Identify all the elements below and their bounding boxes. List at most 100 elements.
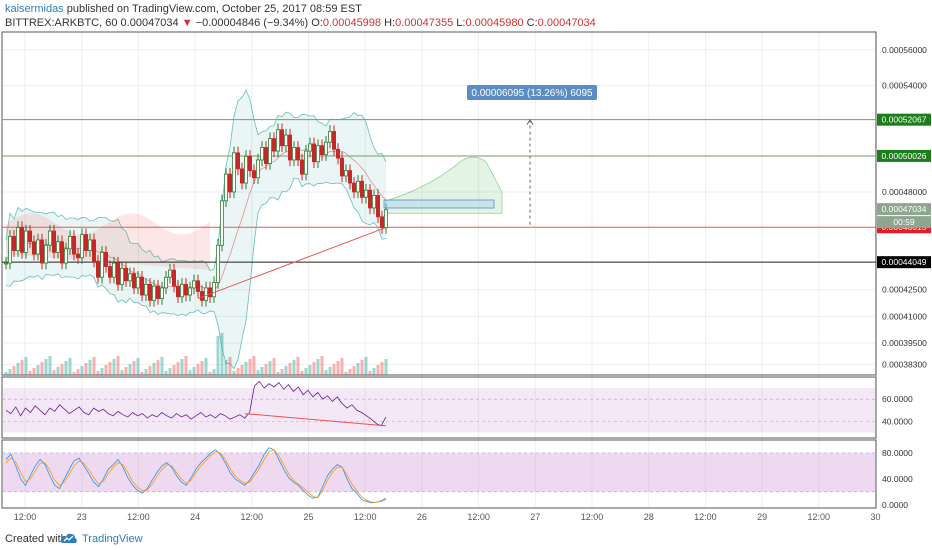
- stoch-tick-label: 80.0000: [882, 448, 913, 458]
- volume-bar: [244, 362, 248, 375]
- stoch-line: [5, 447, 387, 504]
- volume-bar: [4, 372, 8, 375]
- price-axis[interactable]: 0.00056000 0.00054000 0.00048000 0.00042500…: [877, 45, 931, 510]
- time-tick-label: 25: [303, 512, 313, 522]
- candle-body: [100, 251, 105, 278]
- candle-body: [363, 189, 368, 198]
- candle-body: [243, 156, 248, 184]
- candle-body: [76, 253, 81, 259]
- volume-bar: [364, 357, 368, 375]
- time-tick-label: 12:00: [14, 512, 37, 522]
- low-label: L:: [456, 17, 466, 29]
- volume-bar: [348, 369, 352, 375]
- volume-bar: [344, 372, 348, 375]
- candle-body: [195, 280, 200, 292]
- volume-bar: [176, 362, 180, 375]
- horizontal-levels: [2, 119, 876, 263]
- volume-bar: [16, 363, 20, 375]
- volume-bar: [84, 363, 88, 375]
- candle-body: [367, 189, 372, 209]
- candle-body: [143, 283, 148, 296]
- price-tick-label: 0.00054000: [882, 80, 927, 90]
- candle-body: [359, 180, 364, 198]
- time-tick-label: 12:00: [354, 512, 377, 522]
- volume-bar: [80, 366, 84, 375]
- candle-body: [311, 143, 316, 163]
- volume-bar: [132, 361, 136, 375]
- measure-label: 0.00006095 (13.26%) 6095: [471, 88, 593, 99]
- rsi-tick-label: 60.0000: [882, 394, 913, 404]
- price-chart[interactable]: 0.00056000 0.00054000 0.00048000 0.00042500…: [0, 0, 932, 528]
- candle-body: [291, 147, 296, 161]
- candle-body: [64, 248, 69, 264]
- volume-bar: [184, 356, 188, 375]
- candle-body: [155, 285, 160, 299]
- candle-body: [287, 134, 292, 161]
- volume-bar: [180, 359, 184, 375]
- volume-bar: [236, 368, 240, 375]
- tradingview-brand[interactable]: TradingView: [82, 533, 143, 545]
- candle-body: [327, 131, 332, 143]
- open-value: 0.00045998: [322, 17, 382, 29]
- close-label: C:: [526, 17, 538, 29]
- price-change: −0.00004846 (−9.34%): [195, 17, 309, 29]
- created-with-text: Created with: [5, 533, 67, 545]
- volume-bar: [372, 368, 376, 375]
- symbol-name[interactable]: BITTREX:ARKBTC, 60: [5, 17, 118, 29]
- candle-body: [191, 280, 196, 289]
- candle-body: [139, 276, 144, 296]
- high-value: 0.00047355: [395, 17, 454, 29]
- time-axis[interactable]: 12:00 23 12:00 24 12:00 25 12:00 26 12:00 27 12:00…: [14, 512, 881, 522]
- candle-body: [203, 287, 208, 301]
- candle-body: [112, 262, 117, 278]
- volume-bar: [316, 359, 320, 375]
- candle-body: [92, 239, 97, 262]
- volume-bar: [220, 333, 224, 375]
- volume-bar: [272, 358, 276, 375]
- measure-arrowhead: [526, 118, 534, 125]
- rsi-divergence-line: [244, 413, 387, 427]
- volume-bar: [276, 372, 280, 375]
- volume-bar: [200, 361, 204, 375]
- candle-body: [275, 129, 280, 152]
- candle-body: [239, 168, 244, 184]
- candle-body: [175, 285, 180, 298]
- author-link[interactable]: kaisermidas: [5, 3, 64, 15]
- measure-label-bg: [467, 85, 597, 100]
- candle-body: [36, 239, 41, 255]
- candle-body: [171, 269, 176, 287]
- candle-body: [247, 156, 252, 172]
- bollinger-lower: [5, 177, 387, 370]
- volume-bar: [256, 370, 260, 375]
- countdown-bg: [877, 216, 931, 229]
- price-label: 0.00047034: [882, 204, 927, 214]
- down-arrow-icon: ▼: [181, 17, 193, 29]
- candle-body: [163, 276, 168, 289]
- volume-bar: [48, 356, 52, 375]
- candle-body: [371, 195, 376, 209]
- time-tick-label: 23: [77, 512, 87, 522]
- candle-body: [56, 241, 61, 253]
- volume-bar: [24, 357, 28, 375]
- time-tick-label: 27: [530, 512, 540, 522]
- publisher-line: kaisermidas published on TradingView.com…: [5, 3, 362, 15]
- indicator-fills: [5, 89, 503, 370]
- candle-body: [351, 182, 356, 193]
- candle-body: [279, 129, 284, 147]
- candle-body: [199, 291, 204, 301]
- volume-series: [4, 333, 388, 375]
- candle-body: [44, 244, 49, 264]
- candle-body: [331, 131, 336, 150]
- volume-bar: [376, 365, 380, 375]
- price-label: 0.00052067: [882, 115, 927, 125]
- volume-bar: [116, 356, 120, 375]
- volume-bar: [264, 364, 268, 375]
- candle-body: [267, 138, 272, 164]
- volume-bar: [88, 360, 92, 375]
- drawings: 0.00006095 (13.26%) 6095: [197, 85, 597, 300]
- candle-body: [48, 230, 53, 246]
- volume-bar: [296, 357, 300, 375]
- candle-body: [32, 241, 37, 255]
- price-tick-label: 0.00042500: [882, 285, 927, 295]
- volume-bar: [380, 362, 384, 375]
